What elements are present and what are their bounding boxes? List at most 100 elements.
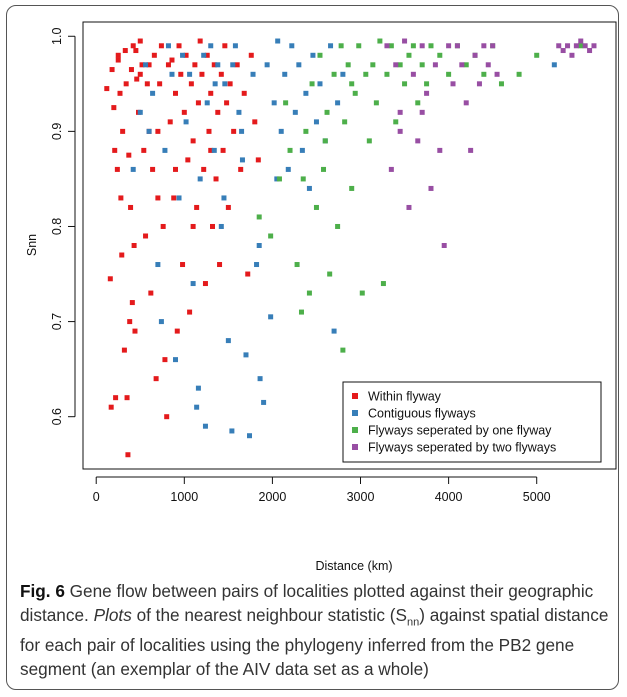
data-point: [180, 52, 186, 58]
data-point: [516, 71, 522, 77]
data-point: [112, 147, 118, 153]
series-2: [130, 38, 557, 439]
data-point: [322, 138, 328, 144]
data-point: [188, 81, 194, 87]
data-point: [127, 319, 133, 325]
data-point: [204, 100, 210, 106]
data-point: [124, 395, 130, 401]
legend-marker: [352, 393, 358, 399]
data-point: [254, 262, 260, 268]
data-point: [165, 43, 171, 49]
caption-subscript: nn: [406, 615, 420, 628]
legend-label: Contiguous flyways: [368, 407, 476, 421]
data-point: [406, 204, 412, 210]
figure-frame: [6, 5, 619, 690]
y-tick-label: 0.9: [50, 123, 64, 140]
data-point: [560, 48, 566, 54]
data-point: [569, 52, 575, 58]
data-point: [247, 433, 253, 439]
data-point: [415, 100, 421, 106]
data-point: [178, 71, 184, 77]
y-axis: 0.6 0.7 0.8 0.9 1.0: [50, 28, 76, 425]
data-point: [130, 166, 136, 172]
data-point: [245, 271, 251, 277]
data-point: [366, 138, 372, 144]
data-point: [437, 52, 443, 58]
data-point: [155, 128, 161, 134]
data-point: [176, 195, 182, 201]
caption-label: Fig. 6: [20, 581, 65, 601]
x-tick-label: 2000: [259, 490, 287, 504]
data-point: [230, 62, 236, 68]
data-point: [187, 309, 193, 315]
data-point: [171, 195, 177, 201]
data-point: [393, 62, 399, 68]
data-point: [303, 90, 309, 96]
data-point: [384, 71, 390, 77]
data-point: [450, 81, 456, 87]
data-point: [300, 176, 306, 182]
data-point: [331, 328, 337, 334]
data-point: [250, 71, 256, 77]
data-point: [268, 314, 274, 320]
data-point: [118, 195, 124, 201]
y-tick-label: 0.7: [50, 313, 64, 330]
data-point: [125, 452, 131, 458]
data-point: [287, 147, 293, 153]
data-point: [134, 76, 140, 82]
data-point: [402, 81, 408, 87]
data-point: [573, 43, 579, 49]
data-point: [356, 43, 362, 49]
data-point: [454, 43, 460, 49]
data-point: [206, 128, 212, 134]
series-3: [256, 38, 584, 353]
data-point: [113, 395, 119, 401]
data-point: [446, 43, 452, 49]
legend-label: Flyways seperated by one flyway: [368, 424, 552, 438]
data-point: [476, 81, 482, 87]
data-point: [342, 119, 348, 125]
data-point: [239, 128, 245, 134]
data-point: [328, 43, 334, 49]
data-point: [238, 166, 244, 172]
data-point: [211, 62, 217, 68]
data-point: [121, 347, 127, 353]
data-point: [190, 223, 196, 229]
data-point: [139, 62, 145, 68]
data-point: [150, 90, 156, 96]
data-point: [208, 43, 214, 49]
y-tick-label: 0.8: [50, 218, 64, 235]
data-point: [472, 52, 478, 58]
x-tick-label: 4000: [435, 490, 463, 504]
data-point: [248, 52, 254, 58]
data-point: [173, 90, 179, 96]
data-point: [587, 48, 593, 54]
data-point: [317, 81, 323, 87]
data-point: [468, 147, 474, 153]
data-point: [282, 71, 288, 77]
data-point: [252, 119, 258, 125]
data-point: [143, 233, 149, 239]
data-point: [201, 52, 207, 58]
data-point: [255, 157, 261, 163]
scatter-plot: 0 1000 2000 3000 4000 5000 0.6 0.7 0.8 0.9 1.0 Di…: [25, 21, 617, 573]
data-point: [340, 347, 346, 353]
data-point: [313, 204, 319, 210]
data-point: [111, 105, 117, 111]
data-point: [165, 62, 171, 68]
data-point: [158, 43, 164, 49]
data-point: [169, 57, 175, 63]
data-point: [306, 290, 312, 296]
data-point: [306, 185, 312, 191]
data-point: [150, 166, 156, 172]
data-point: [388, 166, 394, 172]
data-point: [183, 52, 189, 58]
data-point: [162, 147, 168, 153]
data-point: [195, 100, 201, 106]
data-point: [155, 262, 161, 268]
legend-marker: [352, 427, 358, 433]
data-point: [213, 176, 219, 182]
data-point: [210, 223, 216, 229]
data-point: [432, 62, 438, 68]
x-axis: 0 1000 2000 3000 4000 5000: [93, 476, 551, 504]
